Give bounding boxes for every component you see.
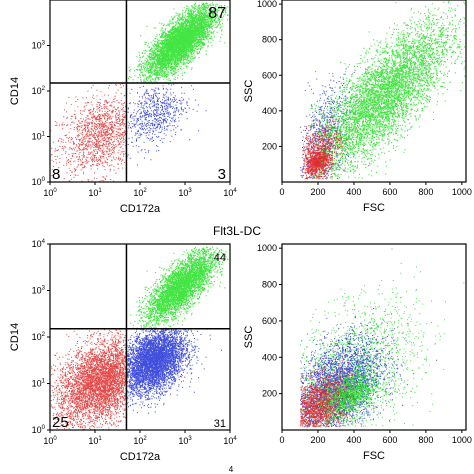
x-tick-label: 0 <box>279 435 284 445</box>
panel-top-right: 0 200 400 600 800 1000 200 400 600 800 1000 FSC SSC <box>243 0 472 214</box>
scatter-points <box>300 1 466 180</box>
x-tick-label: 800 <box>418 435 433 445</box>
y-axis-label: SSC <box>243 326 255 349</box>
y-tick-label: 1000 <box>257 0 277 9</box>
panels: 100 101 102 103 104 100 101 102 103 87 8 3 CD172a CD1… <box>9 0 472 474</box>
x-tick-label: 104 <box>223 436 237 446</box>
x-tick-label: 102 <box>133 188 147 198</box>
figure-caption: Flt3L-DC <box>212 224 261 238</box>
x-tick-label: 400 <box>346 435 361 445</box>
x-axis-label: FSC <box>363 450 385 462</box>
x-axis-label: FSC <box>363 202 385 214</box>
plot-frame <box>281 243 467 431</box>
x-axis-label: CD172a <box>120 451 161 463</box>
scatter-points <box>50 2 229 182</box>
y-tick-label: 103 <box>32 286 46 296</box>
dots-green <box>309 1 466 180</box>
y-tick-label: 800 <box>262 35 277 45</box>
quadrant-label-upper-right: 44 <box>214 252 226 264</box>
x-tick-label: 800 <box>418 187 433 197</box>
y-tick-label: 101 <box>32 379 46 389</box>
dots-red <box>307 141 333 178</box>
y-tick-label: 104 <box>32 239 46 249</box>
dots-red <box>50 83 128 182</box>
x-tick-label: 103 <box>178 436 192 446</box>
y-tick-label: 1000 <box>257 243 277 253</box>
x-tick-label: 102 <box>133 436 147 446</box>
panel-bottom-right: 0 200 400 600 800 1000 200 400 600 800 1000 FSC SSC <box>243 243 472 462</box>
quadrant-label-lower-left: 25 <box>52 414 69 431</box>
x-tick-label: 200 <box>310 187 325 197</box>
y-tick-label: 600 <box>262 70 277 80</box>
x-tick-label: 104 <box>223 188 237 198</box>
y-tick-label: 102 <box>32 332 46 342</box>
quadrant-label-upper-right: 87 <box>208 5 226 22</box>
footer-mark: 4 <box>229 465 234 474</box>
dots-blue <box>126 83 207 166</box>
dots-green <box>307 359 390 426</box>
dots-red <box>300 329 377 428</box>
plot-frame <box>281 0 467 183</box>
x-tick-label: 0 <box>279 187 284 197</box>
dots-red <box>50 329 128 430</box>
scatter-points <box>50 246 229 430</box>
y-tick-label: 200 <box>262 141 277 151</box>
scatter-points <box>300 248 465 428</box>
x-tick-label: 100 <box>43 436 57 446</box>
y-tick-label: 100 <box>32 425 46 435</box>
x-tick-label: 1000 <box>452 187 472 197</box>
quadrant-label-lower-right: 3 <box>218 166 226 183</box>
y-tick-label: 101 <box>32 132 46 142</box>
x-tick-label: 101 <box>88 188 102 198</box>
y-tick-label: 100 <box>32 177 46 187</box>
y-axis-label: SSC <box>243 80 255 103</box>
x-tick-label: 101 <box>88 436 102 446</box>
panel-bottom-left: 100 101 102 103 104 100 101 102 103 104 44 25 31 CD17… <box>9 239 237 463</box>
x-tick-label: 600 <box>382 435 397 445</box>
x-tick-label: 400 <box>346 187 361 197</box>
y-tick-label: 103 <box>32 41 46 51</box>
y-tick-label: 102 <box>32 86 46 96</box>
x-tick-label: 103 <box>178 188 192 198</box>
y-tick-label: 400 <box>262 106 277 116</box>
x-axis-label: CD172a <box>120 203 161 215</box>
x-tick-label: 1000 <box>452 435 472 445</box>
dots-green <box>128 2 229 85</box>
quadrant-label-lower-right: 31 <box>214 418 226 430</box>
x-tick-label: 200 <box>310 435 325 445</box>
y-tick-label: 200 <box>262 389 277 399</box>
quadrant-label-lower-left: 8 <box>52 166 60 183</box>
x-tick-label: 100 <box>43 188 57 198</box>
y-axis-label: CD14 <box>9 323 21 351</box>
y-tick-label: 600 <box>262 316 277 326</box>
y-tick-label: 800 <box>262 280 277 290</box>
y-axis-label: CD14 <box>9 77 21 105</box>
x-tick-label: 600 <box>382 187 397 197</box>
dots-blue <box>126 328 222 414</box>
dots-green <box>130 246 229 330</box>
y-tick-label: 400 <box>262 352 277 362</box>
panel-top-left: 100 101 102 103 104 100 101 102 103 87 8 3 CD172a CD1… <box>9 0 237 215</box>
